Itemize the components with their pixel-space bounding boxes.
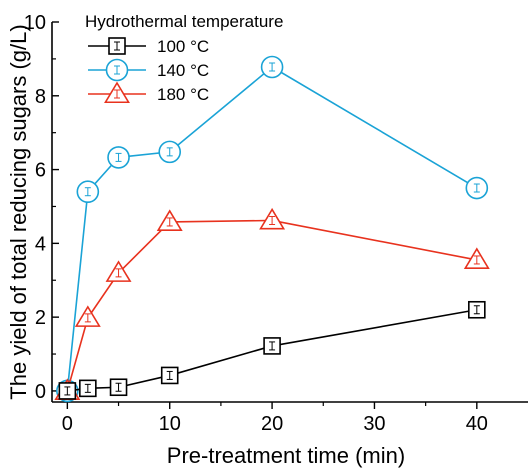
axes <box>51 22 528 403</box>
y-tick-label: 2 <box>35 307 46 329</box>
y-tick-label: 8 <box>35 86 46 108</box>
x-tick-label: 30 <box>363 413 385 435</box>
y-tick-label: 4 <box>35 233 46 255</box>
legend-label: 180 °C <box>157 85 209 104</box>
legend: Hydrothermal temperature 100 °C 140 °C 180 … <box>85 12 283 104</box>
x-tick-label: 20 <box>261 413 283 435</box>
legend-title: Hydrothermal temperature <box>85 12 283 31</box>
series-layer <box>54 55 490 403</box>
x-tick-label: 0 <box>62 413 73 435</box>
legend-label: 140 °C <box>157 61 209 80</box>
series-square <box>58 300 486 400</box>
x-tick-label: 40 <box>466 413 488 435</box>
y-axis-title: The yield of total reducing sugars (g/L) <box>6 24 31 399</box>
y-tick-label: 10 <box>24 12 46 34</box>
legend-entry: 100 °C <box>88 37 209 56</box>
x-tick-label: 10 <box>159 413 181 435</box>
series-triangle <box>54 207 490 400</box>
series-line <box>66 66 478 392</box>
x-axis-title: Pre-treatment time (min) <box>167 443 405 468</box>
legend-entry: 140 °C <box>88 58 209 82</box>
legend-entry: 180 °C <box>88 81 209 104</box>
y-tick-label: 6 <box>35 160 46 182</box>
ticks: 0 2 4 6 8 10 0 10 20 30 40 <box>24 12 488 435</box>
legend-label: 100 °C <box>157 37 209 56</box>
y-tick-label: 0 <box>35 381 46 403</box>
series-line <box>66 219 477 392</box>
